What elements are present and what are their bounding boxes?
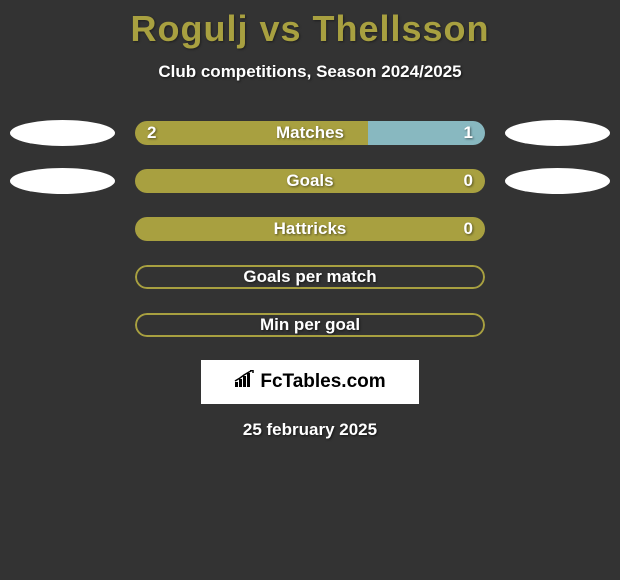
player-right-marker <box>505 216 610 242</box>
stat-right-value: 0 <box>464 169 473 193</box>
player-left-marker <box>10 120 115 146</box>
player-left-marker <box>10 168 115 194</box>
stat-label: Min per goal <box>135 313 485 337</box>
comparison-card: Rogulj vs Thellsson Club competitions, S… <box>0 0 620 440</box>
stat-bar: 2Matches1 <box>135 121 485 145</box>
player-right-marker <box>505 264 610 290</box>
player-left-marker <box>10 312 115 338</box>
stat-label: Hattricks <box>135 217 485 241</box>
player-left-marker <box>10 216 115 242</box>
stat-row: Hattricks0 <box>0 216 620 242</box>
date-label: 25 february 2025 <box>0 420 620 440</box>
stat-label: Goals per match <box>135 265 485 289</box>
stat-bar: Goals0 <box>135 169 485 193</box>
stat-right-value: 0 <box>464 217 473 241</box>
logo-box[interactable]: FcTables.com <box>201 360 419 404</box>
stat-bar: Goals per match <box>135 265 485 289</box>
logo: FcTables.com <box>234 370 385 394</box>
stat-bar: Hattricks0 <box>135 217 485 241</box>
player-right-marker <box>505 168 610 194</box>
stat-row: Goals per match <box>0 264 620 290</box>
chart-icon <box>234 370 256 394</box>
stat-row: Goals0 <box>0 168 620 194</box>
player-right-marker <box>505 120 610 146</box>
player-left-marker <box>10 264 115 290</box>
stat-row: Min per goal <box>0 312 620 338</box>
player-right-marker <box>505 312 610 338</box>
stat-row: 2Matches1 <box>0 120 620 146</box>
stat-bar: Min per goal <box>135 313 485 337</box>
stat-label: Goals <box>135 169 485 193</box>
page-title: Rogulj vs Thellsson <box>0 8 620 50</box>
stats-list: 2Matches1Goals0Hattricks0Goals per match… <box>0 120 620 338</box>
subtitle: Club competitions, Season 2024/2025 <box>0 62 620 82</box>
stat-right-value: 1 <box>464 121 473 145</box>
logo-text: FcTables.com <box>260 371 385 393</box>
stat-label: Matches <box>135 121 485 145</box>
